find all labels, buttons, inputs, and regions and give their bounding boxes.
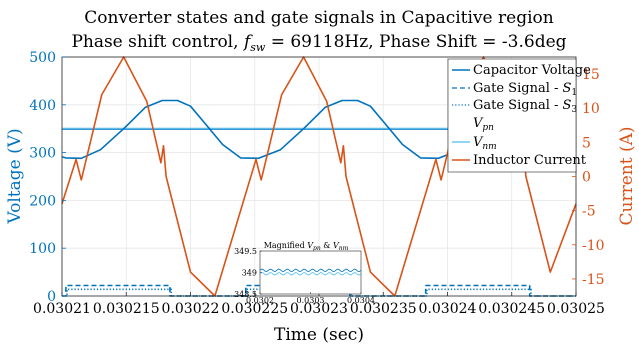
x-tick-label: 0.03025 <box>547 301 605 317</box>
y-left-tick-label: 200 <box>29 193 56 209</box>
y-left-tick-label: 500 <box>29 50 56 66</box>
x-axis-label: Time (sec) <box>274 325 364 345</box>
legend-label-gate-s1: Gate Signal - S1 <box>473 81 577 98</box>
y-axis-right-label: Current (A) <box>617 127 637 226</box>
inset-x-tick-label: 0.0304 <box>347 296 375 305</box>
y-right-tick-label: 5 <box>582 135 591 151</box>
x-tick-label: 0.03024 <box>419 301 477 317</box>
y-right-tick-label: -15 <box>582 272 605 288</box>
y-axis-left-label: Voltage (V) <box>5 128 25 224</box>
inset-series-v-pn <box>259 268 362 273</box>
chart-title-line1: Converter states and gate signals in Cap… <box>84 8 553 28</box>
x-tick-label: 0.030215 <box>93 301 160 317</box>
legend-label-vpn: Vpn <box>473 116 494 133</box>
x-tick-label: 0.03021 <box>33 301 91 317</box>
y-left-tick-label: 400 <box>29 98 56 114</box>
y-right-tick-label: 0 <box>582 170 591 186</box>
chart-title-line2: Phase shift control, fsw = 69118Hz, Phas… <box>71 32 566 54</box>
inset-frame <box>259 250 362 295</box>
legend: Capacitor Voltage Gate Signal - S1 Gate … <box>447 58 591 173</box>
x-axis: 0.03021 0.030215 0.03022 0.030225 0.03023 0.0… <box>33 292 605 317</box>
inset-ticks: 0.0302 0.0303 0.0304 349.5 349 348.5 <box>234 247 375 305</box>
inset-series <box>259 268 362 276</box>
x-tick-label: 0.030235 <box>350 301 417 317</box>
legend-label-gate-s3: Gate Signal - S3 <box>473 98 577 115</box>
x-tick-label: 0.03022 <box>162 301 220 317</box>
y-left-tick-label: 0 <box>47 289 56 305</box>
legend-label-vnm: Vnm <box>473 135 497 152</box>
y-right-tick-label: -10 <box>582 238 605 254</box>
x-tick-label: 0.030225 <box>221 301 288 317</box>
legend-label-capacitor-voltage: Capacitor Voltage <box>473 63 591 78</box>
y-left-tick-label: 100 <box>29 241 56 257</box>
y-axis-left: 0 100 200 300 400 500 <box>29 50 66 305</box>
inset-y-tick-label: 349 <box>242 269 257 278</box>
inset-series-v-nm <box>259 272 362 276</box>
x-tick-label: 0.030245 <box>478 301 545 317</box>
y-right-tick-label: 15 <box>582 67 600 83</box>
inset-magnified: Magnified Vpn & Vnm 0.0302 0.0303 0.0304 34… <box>234 241 375 305</box>
legend-box <box>447 58 577 173</box>
inset-y-tick-label: 349.5 <box>234 247 257 256</box>
inset-y-tick-label: 348.5 <box>234 290 257 299</box>
y-left-tick-label: 300 <box>29 146 56 162</box>
inset-x-tick-label: 0.0302 <box>246 296 274 305</box>
legend-label-inductor-current: Inductor Current <box>473 153 587 168</box>
x-tick-label: 0.03023 <box>290 301 348 317</box>
inset-x-tick-label: 0.0303 <box>297 296 325 305</box>
y-axis-right: -15 -10 -5 0 5 10 15 <box>572 67 605 288</box>
y-right-tick-label: -5 <box>582 204 596 220</box>
inset-title: Magnified Vpn & Vnm <box>264 241 349 252</box>
y-right-tick-label: 10 <box>582 101 600 117</box>
